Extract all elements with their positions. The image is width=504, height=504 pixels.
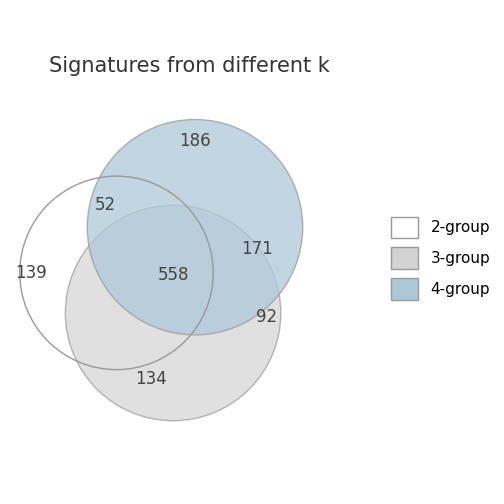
Circle shape — [87, 119, 303, 335]
Text: 558: 558 — [157, 266, 189, 284]
Text: 186: 186 — [179, 133, 211, 150]
Title: Signatures from different k: Signatures from different k — [49, 56, 330, 76]
Text: 52: 52 — [95, 197, 116, 214]
Circle shape — [66, 205, 281, 421]
Legend: 2-group, 3-group, 4-group: 2-group, 3-group, 4-group — [384, 209, 498, 307]
Text: 92: 92 — [256, 307, 277, 326]
Text: 139: 139 — [15, 264, 46, 282]
Text: 134: 134 — [135, 370, 167, 388]
Text: 171: 171 — [241, 240, 273, 258]
